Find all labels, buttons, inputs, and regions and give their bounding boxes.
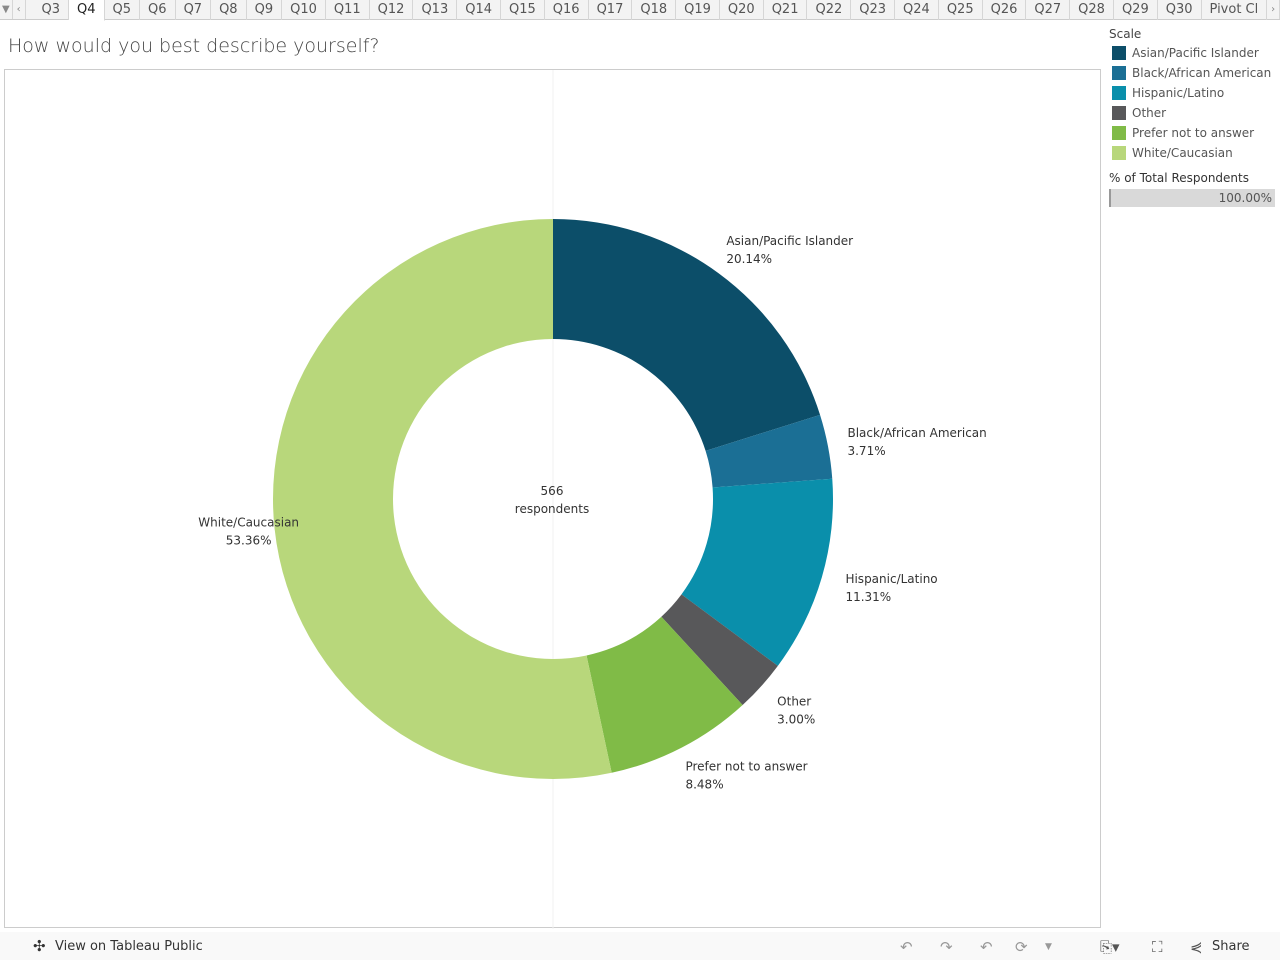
legend-label: Other: [1132, 106, 1167, 120]
slice-value-label: 53.36%: [226, 534, 272, 548]
slice-2[interactable]: [681, 478, 833, 666]
legend-swatch: [1112, 106, 1126, 120]
slice-1[interactable]: [705, 414, 833, 488]
fullscreen-icon[interactable]: ⛶: [1152, 938, 1163, 956]
slice-4[interactable]: [586, 616, 743, 773]
tab-q9[interactable]: Q9: [247, 0, 283, 20]
legend-swatch: [1112, 46, 1126, 60]
slice-3[interactable]: [661, 594, 778, 706]
legend-item[interactable]: Black/African American: [1109, 63, 1275, 83]
tab-q28[interactable]: Q28: [1070, 0, 1114, 20]
tabs-next-icon[interactable]: ›: [1267, 0, 1280, 19]
legend-item[interactable]: Hispanic/Latino: [1109, 83, 1275, 103]
tab-q8[interactable]: Q8: [211, 0, 247, 20]
tab-q22[interactable]: Q22: [807, 0, 852, 20]
tab-q5[interactable]: Q5: [105, 0, 141, 20]
slice-value-label: 20.14%: [726, 252, 772, 266]
legend-label: White/Caucasian: [1132, 146, 1233, 160]
pct-filter-title: % of Total Respondents: [1109, 171, 1249, 185]
redo-icon[interactable]: ↷: [940, 938, 953, 956]
tab-q12[interactable]: Q12: [370, 0, 414, 20]
share-icon[interactable]: ⋞: [1190, 938, 1203, 956]
center-label: 566: [541, 484, 564, 498]
tab-pivot-cl[interactable]: Pivot Cl: [1202, 0, 1268, 20]
tab-q7[interactable]: Q7: [176, 0, 212, 20]
page-title: How would you best describe yourself?: [8, 35, 380, 57]
pct-filter-bar[interactable]: 100.00%: [1109, 189, 1275, 207]
legend: Scale Asian/Pacific Islander Black/Africa…: [1109, 27, 1275, 207]
tab-q19[interactable]: Q19: [676, 0, 720, 20]
legend-label: Hispanic/Latino: [1132, 86, 1225, 100]
legend-item[interactable]: Asian/Pacific Islander: [1109, 43, 1275, 63]
tab-q30[interactable]: Q30: [1158, 0, 1202, 20]
revert-icon[interactable]: ↶: [980, 938, 993, 956]
legend-item[interactable]: Prefer not to answer: [1109, 123, 1275, 143]
tab-q24[interactable]: Q24: [895, 0, 939, 20]
view-on-tableau-link[interactable]: View on Tableau Public: [55, 939, 203, 954]
legend-label: Prefer not to answer: [1132, 126, 1255, 140]
tab-q21[interactable]: Q21: [764, 0, 808, 20]
tab-q17[interactable]: Q17: [589, 0, 633, 20]
tab-q18[interactable]: Q18: [632, 0, 677, 20]
sheet-tabs: ▼ ‹ Q3 Q4 Q5 Q6 Q7 Q8 Q9 Q10 Q11 Q12 Q13 Q14 Q15 Q16 Q…: [0, 0, 1280, 21]
tabs-menu-icon[interactable]: ▼: [0, 0, 13, 19]
tab-q16[interactable]: Q16: [545, 0, 589, 20]
tab-q23[interactable]: Q23: [851, 0, 896, 20]
tab-q25[interactable]: Q25: [939, 0, 983, 20]
tabs-prev-icon[interactable]: ‹: [13, 0, 26, 19]
slice-value-label: 3.71%: [847, 444, 885, 458]
undo-icon[interactable]: ↶: [900, 938, 913, 956]
tab-q4[interactable]: Q4: [69, 0, 105, 21]
slice-label: Black/African American: [847, 426, 986, 440]
legend-swatch: [1112, 126, 1126, 140]
tab-q3[interactable]: Q3: [34, 0, 70, 20]
slice-5[interactable]: [273, 219, 612, 779]
tab-q14[interactable]: Q14: [457, 0, 502, 20]
tab-q11[interactable]: Q11: [326, 0, 370, 20]
legend-swatch: [1112, 86, 1126, 100]
slice-value-label: 11.31%: [845, 590, 891, 604]
legend-title: Scale: [1109, 27, 1142, 41]
slice-0[interactable]: [553, 219, 821, 451]
tab-q15[interactable]: Q15: [501, 0, 545, 20]
slice-value-label: 8.48%: [685, 777, 723, 791]
tab-q6[interactable]: Q6: [140, 0, 176, 20]
chart-frame: Asian/Pacific Islander 20.14% Black/Africa…: [4, 69, 1101, 929]
tableau-icon: ✣: [33, 937, 46, 955]
legend-item[interactable]: White/Caucasian: [1109, 143, 1275, 163]
tab-q27[interactable]: Q27: [1026, 0, 1071, 20]
download-icon[interactable]: ⎘▾: [1100, 938, 1120, 956]
legend-label: Asian/Pacific Islander: [1132, 46, 1259, 60]
donut-chart: Asian/Pacific Islander 20.14% Black/Africa…: [198, 70, 987, 929]
slice-label: Prefer not to answer: [685, 759, 807, 773]
legend-label: Black/African American: [1132, 66, 1272, 80]
tab-q29[interactable]: Q29: [1114, 0, 1158, 20]
legend-swatch: [1112, 146, 1126, 160]
tab-q13[interactable]: Q13: [413, 0, 458, 20]
legend-item[interactable]: Other: [1109, 103, 1275, 123]
legend-swatch: [1112, 66, 1126, 80]
refresh-icon[interactable]: ⟳: [1015, 938, 1028, 956]
slice-label: White/Caucasian: [198, 516, 299, 530]
slice-label: Hispanic/Latino: [845, 572, 937, 586]
slice-label: Asian/Pacific Islander: [726, 234, 853, 248]
center-label: respondents: [515, 502, 589, 516]
toolbar: ✣ View on Tableau Public ↶ ↷ ↶ ⟳ ▼ ⎘▾ ⛶ …: [0, 932, 1280, 960]
tab-q20[interactable]: Q20: [720, 0, 764, 20]
slice-value-label: 3.00%: [777, 713, 815, 727]
tab-q10[interactable]: Q10: [282, 0, 326, 20]
share-button[interactable]: Share: [1212, 939, 1250, 954]
slice-label: Other: [777, 695, 811, 709]
pause-dropdown-icon[interactable]: ▼: [1045, 942, 1052, 952]
tab-q26[interactable]: Q26: [983, 0, 1027, 20]
